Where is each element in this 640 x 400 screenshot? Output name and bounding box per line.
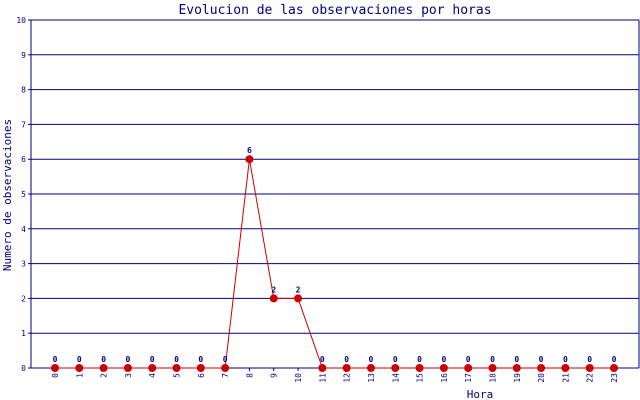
x-tick-label: 19: [513, 373, 522, 383]
data-label: 0: [125, 355, 130, 364]
data-point: [488, 364, 497, 372]
y-tick-label: 1: [21, 329, 26, 338]
data-label: 0: [369, 355, 374, 364]
data-label: 0: [587, 355, 592, 364]
data-label: 0: [101, 355, 106, 364]
data-point: [294, 294, 303, 303]
data-point: [391, 364, 400, 372]
x-tick-label: 5: [173, 373, 182, 378]
x-tick-label: 21: [561, 373, 570, 383]
y-tick-label: 10: [16, 16, 26, 25]
series-line: [51, 155, 618, 372]
y-tick-label: 3: [21, 260, 26, 269]
data-point: [123, 364, 132, 372]
data-point: [537, 364, 546, 372]
y-tick-label: 6: [21, 155, 26, 164]
x-tick-label: 11: [318, 373, 327, 383]
x-tick-label: 7: [221, 373, 230, 378]
x-tick-label: 6: [197, 373, 206, 378]
data-point: [415, 364, 424, 372]
data-point: [221, 364, 230, 372]
x-tick-label: 15: [416, 373, 425, 383]
data-point: [366, 364, 375, 372]
data-point: [196, 364, 205, 372]
data-point: [99, 364, 108, 372]
x-tick-label: 4: [148, 373, 157, 378]
data-point: [51, 364, 59, 372]
y-tick-label: 0: [21, 364, 26, 373]
y-tick-label: 5: [21, 190, 26, 199]
x-tick-label: 13: [367, 373, 376, 383]
data-label: 0: [490, 355, 495, 364]
data-label: 0: [53, 355, 58, 364]
y-tick-label: 2: [21, 294, 26, 303]
y-tick-label: 9: [21, 51, 26, 60]
x-tick-label: 2: [100, 373, 109, 378]
x-tick-label: 0: [51, 373, 60, 378]
data-label: 0: [223, 355, 228, 364]
x-axis-label: Hora: [467, 388, 494, 400]
data-label: 0: [514, 355, 519, 364]
data-point: [148, 364, 157, 372]
data-label: 2: [271, 285, 276, 294]
x-tick-label: 12: [343, 373, 352, 383]
data-label: 6: [247, 146, 252, 155]
data-point: [561, 364, 570, 372]
data-label: 2: [296, 285, 301, 294]
grid: [28, 19, 640, 371]
x-tick-label: 17: [464, 373, 473, 383]
data-label: 0: [174, 355, 179, 364]
x-tick-label: 20: [537, 373, 546, 383]
x-tick-label: 3: [124, 373, 133, 378]
x-tick-label: 8: [245, 373, 254, 378]
data-labels: 0 0 0 0 0 0 0 0 6 2 2 0 0 0 0 0 0 0 0 0 0 0 0 0: [53, 146, 617, 364]
y-tick-label: 4: [21, 225, 26, 234]
data-point: [245, 155, 254, 164]
data-label: 0: [150, 355, 155, 364]
x-tick-label: 16: [440, 373, 449, 383]
data-label: 0: [393, 355, 398, 364]
data-point: [342, 364, 351, 372]
x-tick-label: 9: [270, 373, 279, 378]
data-label: 0: [417, 355, 422, 364]
y-tick-label: 8: [21, 86, 26, 95]
data-label: 0: [198, 355, 203, 364]
data-label: 0: [563, 355, 568, 364]
y-axis-label: Numero de observaciones: [1, 119, 14, 271]
y-tick-label: 7: [21, 120, 26, 129]
x-tick-label: 23: [610, 373, 619, 383]
data-point: [269, 294, 278, 303]
data-point: [585, 364, 594, 372]
data-point: [75, 364, 84, 372]
data-point: [464, 364, 473, 372]
data-point: [610, 364, 618, 372]
data-point: [512, 364, 521, 372]
data-label: 0: [344, 355, 349, 364]
data-label: 0: [320, 355, 325, 364]
data-label: 0: [441, 355, 446, 364]
data-label: 0: [612, 355, 617, 364]
x-tick-label: 1: [75, 373, 84, 378]
x-tick-label: 14: [391, 373, 400, 383]
chart-title: Evolucion de las observaciones por horas: [178, 3, 491, 18]
data-point: [439, 364, 448, 372]
data-label: 0: [466, 355, 471, 364]
x-tick-label: 18: [488, 373, 497, 383]
x-tick-label: 22: [586, 373, 595, 383]
series-line: [55, 159, 614, 369]
data-label: 0: [539, 355, 544, 364]
data-point: [318, 364, 327, 372]
data-label: 0: [77, 355, 82, 364]
x-tick-label: 10: [294, 373, 303, 383]
data-point: [172, 364, 181, 372]
